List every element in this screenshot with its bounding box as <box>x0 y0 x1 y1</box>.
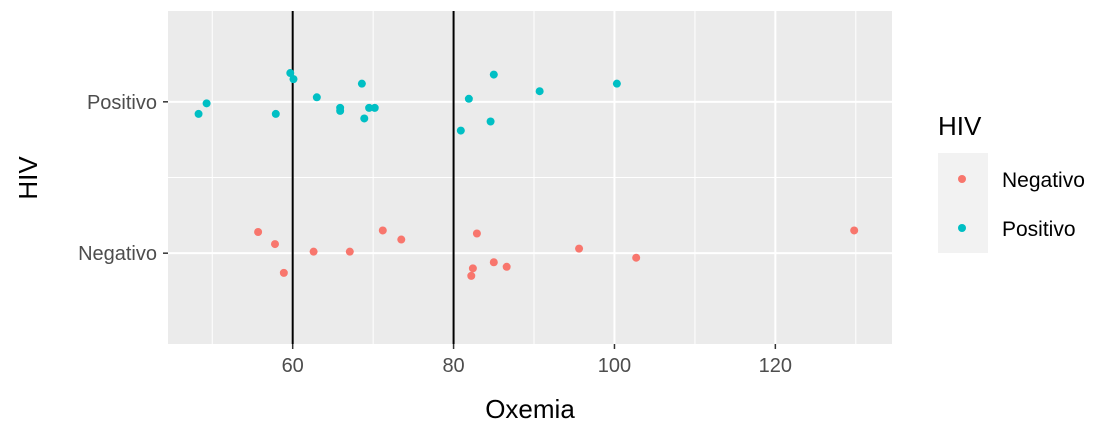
data-point-negativo <box>309 247 318 256</box>
data-point-negativo <box>850 226 859 235</box>
data-point-positivo <box>312 93 321 102</box>
data-point-positivo <box>535 87 544 96</box>
data-point-positivo <box>489 70 498 79</box>
data-point-positivo <box>464 94 473 103</box>
data-point-positivo <box>202 99 211 108</box>
grid-minor <box>168 11 892 344</box>
legend: HIV Negativo Positivo <box>938 111 1085 253</box>
legend-key-positivo-dot <box>958 224 966 232</box>
x-tick-label: 80 <box>442 355 464 377</box>
legend-label-positivo: Positivo <box>1002 218 1076 241</box>
data-point-positivo <box>612 79 621 88</box>
data-point-positivo <box>456 126 465 135</box>
data-point-positivo <box>336 103 345 112</box>
data-point-negativo <box>254 227 263 236</box>
x-tick-label: 120 <box>759 355 792 377</box>
y-tick-label: Negativo <box>78 243 157 265</box>
data-point-negativo <box>467 271 476 280</box>
data-point-negativo <box>378 226 387 235</box>
data-point-negativo <box>472 229 481 238</box>
data-point-negativo <box>489 258 498 267</box>
data-point-positivo <box>357 79 366 88</box>
data-point-negativo <box>468 264 477 273</box>
x-axis-title: Oxemia <box>485 394 575 424</box>
x-axis: 60 80 100 120 <box>282 344 792 377</box>
data-point-negativo <box>279 268 288 277</box>
data-point-negativo <box>632 253 641 262</box>
legend-key-negativo-dot <box>958 175 966 183</box>
x-tick-label: 100 <box>598 355 631 377</box>
data-point-positivo <box>370 103 379 112</box>
legend-title: HIV <box>938 111 982 141</box>
data-point-negativo <box>575 244 584 253</box>
data-point-positivo <box>486 117 495 126</box>
data-point-positivo <box>194 109 203 118</box>
data-point-positivo <box>289 75 298 84</box>
data-point-positivo <box>365 103 374 112</box>
data-point-positivo <box>271 109 280 118</box>
y-axis-title: HIV <box>13 156 43 200</box>
data-point-negativo <box>345 247 354 256</box>
y-tick-label: Positivo <box>87 92 157 114</box>
x-tick-label: 60 <box>282 355 304 377</box>
data-point-negativo <box>270 240 279 249</box>
y-axis: Negativo Positivo <box>78 92 168 265</box>
data-point-negativo <box>502 262 511 271</box>
legend-label-negativo: Negativo <box>1002 169 1085 192</box>
reference-lines <box>291 11 455 344</box>
data-point-negativo <box>397 235 406 244</box>
data-point-positivo <box>360 114 369 123</box>
data-point-positivo <box>286 69 295 78</box>
data-points <box>194 69 859 280</box>
